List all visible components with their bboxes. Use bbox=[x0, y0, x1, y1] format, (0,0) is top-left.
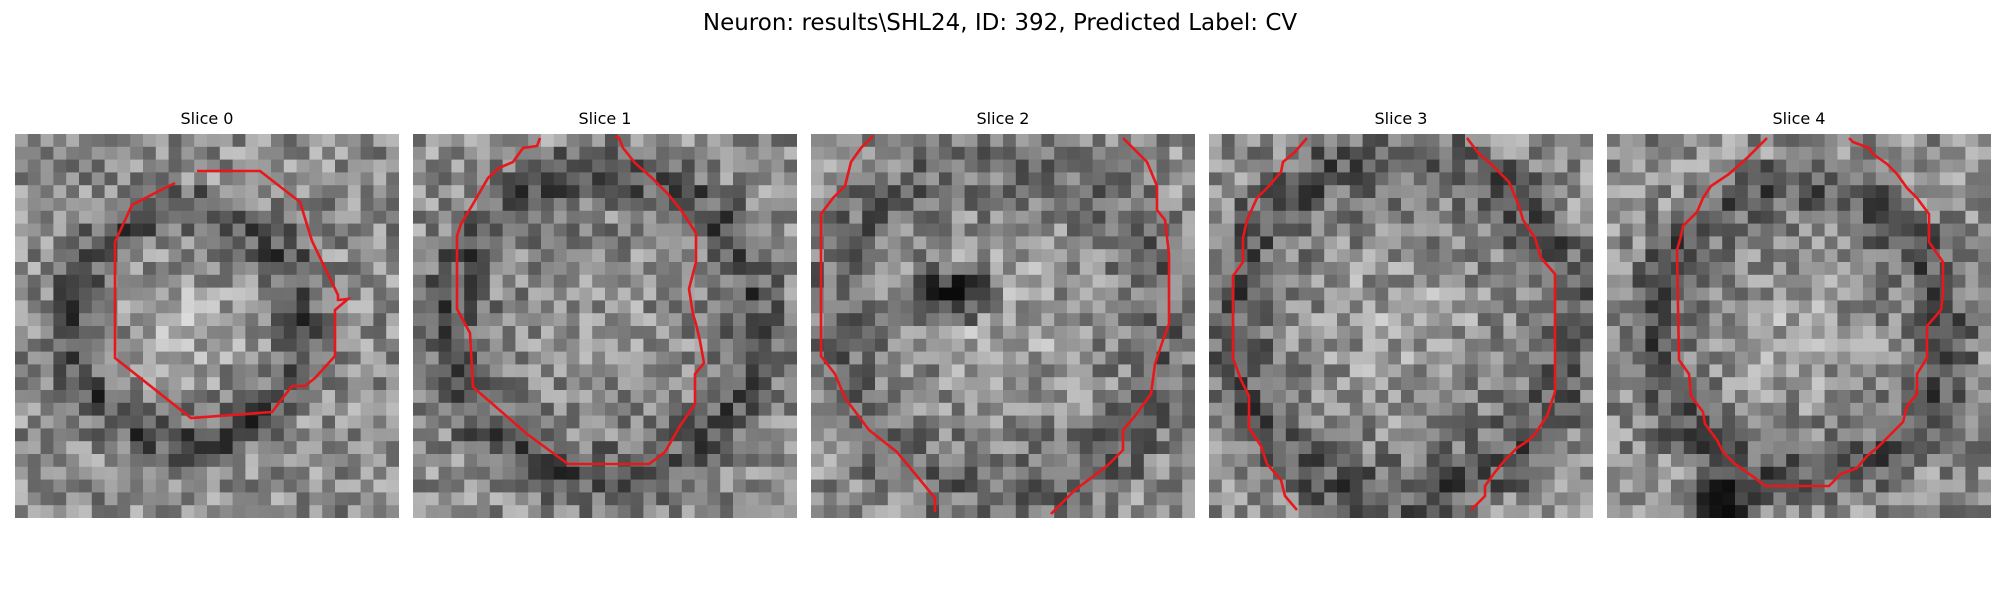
cell-contour-0 bbox=[113, 169, 353, 420]
cell-contour-4-left bbox=[1675, 137, 1768, 488]
slice-image-1 bbox=[413, 134, 797, 518]
slice-panel-0: Slice 0 bbox=[15, 108, 399, 528]
slice-image-2 bbox=[811, 134, 1195, 518]
cell-contour-2-left bbox=[819, 135, 937, 512]
slice-image-0 bbox=[15, 134, 399, 518]
figure-title: Neuron: results\SHL24, ID: 392, Predicte… bbox=[702, 10, 1298, 36]
slice-panel-3: Slice 3 bbox=[1209, 108, 1593, 528]
slice-pixel-grid-3 bbox=[1209, 134, 1593, 518]
slice-panel-4: Slice 4 bbox=[1607, 108, 1991, 528]
slice-panel-2: Slice 2 bbox=[811, 108, 1195, 528]
cell-contour-3-left bbox=[1231, 137, 1308, 511]
slice-title-3: Slice 3 bbox=[1374, 109, 1428, 128]
slice-title-2: Slice 2 bbox=[976, 109, 1030, 128]
slice-image-3 bbox=[1209, 134, 1593, 518]
slice-title-1: Slice 1 bbox=[578, 109, 632, 128]
cell-contour-3-right bbox=[1465, 137, 1557, 511]
slice-title-4: Slice 4 bbox=[1772, 109, 1826, 128]
slice-pixel-grid-1 bbox=[413, 134, 797, 518]
cell-contour-4-bottom bbox=[1765, 137, 1945, 488]
slice-image-4 bbox=[1607, 134, 1991, 518]
slice-panel-1: Slice 1 bbox=[413, 108, 797, 528]
slice-title-0: Slice 0 bbox=[180, 109, 234, 128]
slice-pixel-grid-2 bbox=[811, 134, 1195, 518]
slice-pixel-grid-4 bbox=[1607, 134, 1991, 518]
slice-pixel-grid-0 bbox=[15, 134, 399, 518]
cell-contour-2-right bbox=[1050, 137, 1171, 515]
cell-contour-1 bbox=[455, 134, 706, 466]
